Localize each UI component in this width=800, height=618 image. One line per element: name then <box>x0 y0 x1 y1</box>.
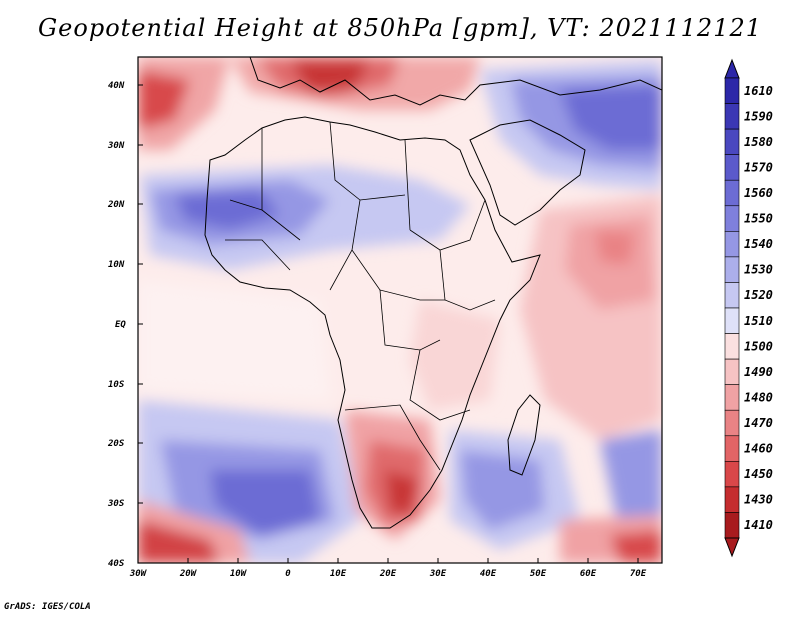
lat-label: 30S <box>107 499 125 509</box>
colorbar-swatch <box>724 435 740 462</box>
europe-coastline <box>249 57 662 106</box>
colorbar-swatch <box>724 179 740 207</box>
colorbar-swatch <box>724 282 740 309</box>
lat-label: 20S <box>107 439 125 449</box>
colorbar-label: 1450 <box>744 467 773 481</box>
lon-tick: 20E <box>379 558 397 579</box>
colorbar-swatch <box>724 333 740 360</box>
colorbar-swatch <box>724 461 740 488</box>
geopotential-field <box>138 57 662 563</box>
colorbar-label: 1560 <box>744 186 773 200</box>
colorbar-swatch <box>724 154 740 181</box>
lat-label: 20N <box>107 200 125 210</box>
colorbar-min-arrow <box>724 537 740 558</box>
lon-tick: 0 <box>285 558 291 579</box>
lat-tick: 40S <box>108 559 143 569</box>
lat-tick: 20S <box>107 439 143 449</box>
lon-label: 10E <box>330 569 347 579</box>
lon-tick: 10E <box>330 558 347 579</box>
colorbar-max-arrow <box>724 58 740 79</box>
colorbar-label: 1500 <box>744 339 773 353</box>
lon-tick: 70E <box>630 558 647 579</box>
lon-tick: 60E <box>580 558 597 579</box>
madagascar-coastline <box>507 394 541 476</box>
lat-label: 30N <box>107 141 125 151</box>
lat-tick: 10S <box>108 380 143 390</box>
colorbar-label: 1520 <box>744 288 773 302</box>
colorbar-label: 1550 <box>744 212 773 226</box>
colorbar-label: 1470 <box>744 416 773 430</box>
lon-label: 30E <box>429 569 447 579</box>
lon-label: 30W <box>129 569 148 579</box>
colorbar-swatch <box>724 384 740 411</box>
lat-tick: 10N <box>108 260 143 270</box>
lat-label: 40N <box>108 81 125 91</box>
colorbar-swatch <box>724 409 740 437</box>
africa-coastline <box>204 116 541 529</box>
colorbar-label: 1590 <box>744 109 773 123</box>
colorbar-label: 1410 <box>744 518 773 532</box>
lon-tick: 30E <box>429 558 447 579</box>
lon-tick: 30W <box>129 558 148 579</box>
lat-tick: 20N <box>107 200 143 210</box>
lat-tick: 40N <box>108 81 143 91</box>
colorbar-swatch <box>724 205 740 232</box>
colorbar-label: 1570 <box>744 160 773 174</box>
colorbar-swatch <box>724 307 740 334</box>
colorbar-swatch <box>724 256 740 283</box>
lon-tick: 40E <box>480 558 497 579</box>
colorbar-label: 1540 <box>744 237 773 251</box>
lon-tick: 10W <box>230 558 248 579</box>
lat-tick: 30S <box>107 499 143 509</box>
lat-label: 10S <box>108 380 125 390</box>
map-title: Geopotential Height at 850hPa [gpm], VT:… <box>38 14 762 42</box>
lon-label: 10W <box>230 569 248 579</box>
colorbar-swatch <box>724 128 740 155</box>
lat-label: EQ <box>115 320 126 330</box>
lon-label: 50E <box>530 569 547 579</box>
colorbar-swatch <box>724 103 740 130</box>
grads-credit: GrADS: IGES/COLA <box>4 602 91 612</box>
colorbar-label: 1490 <box>744 365 773 379</box>
country-borders <box>225 121 496 471</box>
colorbar: 1610 1590 1580 1570 1560 1550 1540 1530 1520 1510… <box>724 58 773 558</box>
colorbar-label: 1430 <box>744 493 773 507</box>
colorbar-swatch <box>724 512 740 539</box>
lon-label: 20W <box>179 569 198 579</box>
colorbar-swatch <box>724 77 740 104</box>
latitude-axis: 40N 30N 20N 10N EQ 10S 20S 30S 40S <box>107 81 143 569</box>
lon-label: 0 <box>285 569 291 579</box>
lon-label: 20E <box>379 569 397 579</box>
map-frame <box>137 56 663 564</box>
lat-tick: 30N <box>107 141 143 151</box>
lat-tick: EQ <box>115 320 143 330</box>
colorbar-label: 1480 <box>744 390 773 404</box>
longitude-axis: 30W 20W 10W 0 10E 20E 30E 40E 50E 60E 70… <box>129 558 647 579</box>
lon-tick: 20W <box>179 558 198 579</box>
lat-label: 40S <box>108 559 125 569</box>
colorbar-label: 1530 <box>744 263 773 277</box>
lon-label: 70E <box>630 569 647 579</box>
arabia-coastline <box>469 119 586 226</box>
colorbar-label: 1580 <box>744 135 773 149</box>
colorbar-label: 1610 <box>744 84 773 98</box>
colorbar-swatch <box>724 231 740 258</box>
colorbar-swatch <box>724 358 740 385</box>
lon-label: 60E <box>580 569 597 579</box>
lon-label: 40E <box>480 569 497 579</box>
colorbar-label: 1460 <box>744 442 773 456</box>
lat-label: 10N <box>108 260 125 270</box>
colorbar-label: 1510 <box>744 314 773 328</box>
lon-tick: 50E <box>530 558 547 579</box>
colorbar-swatch <box>724 486 740 513</box>
